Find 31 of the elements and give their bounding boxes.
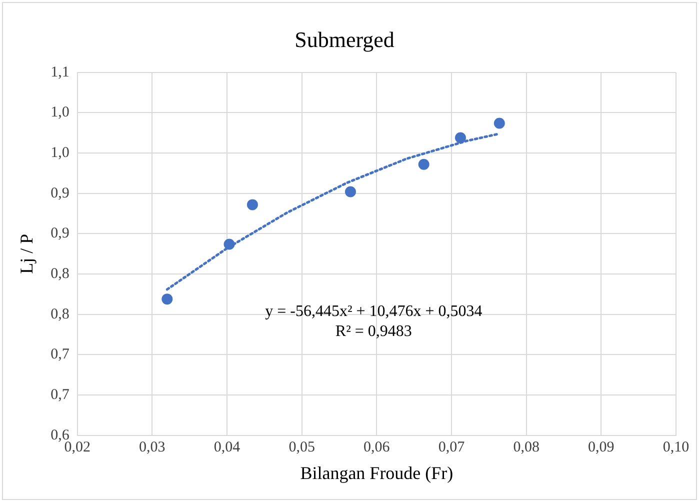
y-tick-label: 1,0: [50, 145, 70, 162]
line-series: [166, 132, 501, 291]
y-tick-label: 0,7: [50, 346, 70, 363]
point: [494, 118, 505, 129]
y-tick-label: 0,9: [50, 185, 70, 202]
point: [224, 238, 235, 250]
point: [344, 186, 356, 198]
x-tick-label: 0,10: [662, 439, 690, 456]
y-tick-label: 1,1: [50, 64, 70, 80]
point: [418, 158, 430, 170]
y-tick-label: 0,9: [50, 226, 70, 242]
x-tick-label: 0,02: [64, 439, 90, 456]
x-tick-label: 0,09: [588, 439, 614, 456]
x-tick-label: 0,05: [288, 439, 315, 456]
x-tick-label: 0,06: [364, 439, 390, 456]
annotation: y = -56,445x² + 10,476x + 0,5034: [265, 303, 482, 320]
point: [246, 199, 258, 210]
point: [454, 132, 466, 144]
x-axis-title: Bilangan Froude (Fr): [300, 462, 454, 483]
y-tick-label: 0,7: [50, 387, 70, 404]
chart-title: Submerged: [294, 26, 394, 52]
y-tick-label: 1,0: [50, 104, 70, 121]
point: [162, 294, 173, 305]
x-tick-label: 0,07: [438, 439, 466, 456]
x-tick-label: 0,04: [214, 439, 241, 456]
y-tick-label: 0,8: [50, 306, 70, 322]
x-tick-label: 0,03: [139, 439, 166, 456]
y-tick-label: 0,8: [50, 266, 70, 282]
y-axis-title: Lj / P: [16, 234, 37, 274]
annotation: R² = 0,9483: [335, 323, 412, 340]
x-tick-label: 0,08: [513, 439, 540, 456]
